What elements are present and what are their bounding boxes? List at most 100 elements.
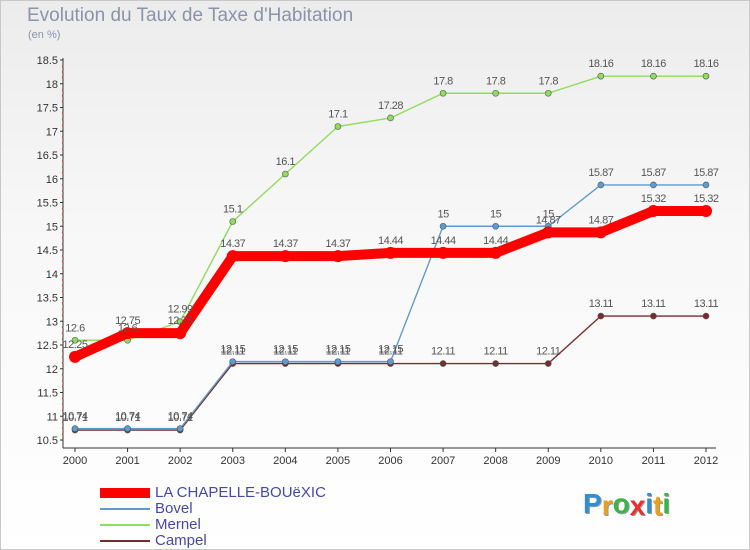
y-minor-tick	[62, 94, 64, 97]
y-tick-label: 12.5	[37, 340, 58, 352]
y-minor-tick	[62, 314, 64, 317]
data-point	[226, 250, 239, 263]
y-minor-tick	[62, 71, 64, 73]
data-label: 15.1	[223, 204, 243, 216]
y-tick-label: 14	[46, 269, 58, 281]
y-tick-label: 11	[47, 411, 58, 423]
legend-label: Bovel	[155, 500, 193, 517]
data-point	[334, 123, 342, 130]
y-minor-tick	[62, 160, 64, 162]
data-label: 15	[543, 208, 555, 220]
y-minor-tick	[62, 356, 64, 358]
data-point	[594, 226, 607, 239]
y-minor-tick	[62, 243, 64, 245]
data-label: 10.71	[62, 412, 87, 424]
data-label: 12.99	[168, 304, 193, 316]
data-point	[489, 246, 502, 259]
data-label: 12.75	[115, 315, 140, 327]
y-minor-tick	[62, 261, 64, 263]
y-minor-tick	[62, 403, 64, 406]
y-minor-tick	[62, 332, 64, 334]
y-minor-tick	[62, 207, 64, 210]
data-label: 12.11	[484, 346, 509, 358]
x-tick-label: 2012	[694, 455, 718, 467]
y-tick-label: 15.5	[37, 198, 58, 210]
y-tick-label: 16.5	[37, 150, 58, 162]
data-point	[71, 336, 79, 344]
data-label: 14.44	[483, 235, 508, 247]
y-tick-label: 18.5	[37, 55, 58, 67]
legend-swatch	[100, 524, 150, 526]
data-point	[492, 360, 499, 367]
data-label: 13.11	[694, 298, 719, 310]
data-point	[279, 250, 292, 263]
data-label: 12.25	[62, 339, 87, 351]
y-minor-tick	[62, 373, 64, 376]
data-point	[702, 312, 710, 320]
data-point	[597, 72, 605, 80]
data-point	[387, 114, 394, 122]
logo-letter: x	[629, 490, 646, 521]
x-tick-label: 2011	[642, 455, 666, 467]
data-label: 15	[490, 208, 502, 220]
y-minor-tick	[62, 136, 64, 138]
y-tick-label: 17.5	[37, 103, 58, 115]
y-minor-tick	[62, 118, 64, 121]
y-minor-tick	[62, 195, 64, 198]
y-tick-label: 13	[46, 316, 58, 328]
data-label: 17.8	[433, 75, 453, 87]
y-minor-tick	[62, 427, 64, 429]
data-label: 15.87	[588, 167, 613, 179]
data-label: 12.6	[65, 322, 85, 334]
data-label: 17.1	[328, 109, 348, 121]
y-minor-tick	[62, 379, 64, 382]
x-tick-label: 2010	[589, 455, 613, 467]
data-point	[439, 222, 447, 230]
data-point	[544, 89, 552, 97]
chart-title: Evolution du Taux de Taxe d'Habitation	[27, 5, 354, 26]
y-minor-tick	[62, 237, 64, 239]
data-label: 10.71	[115, 412, 140, 424]
y-minor-tick	[62, 409, 64, 412]
data-label: 13.11	[641, 298, 666, 310]
y-minor-tick	[62, 284, 64, 287]
data-label: 12.15	[378, 344, 403, 356]
data-point	[282, 358, 289, 365]
data-point	[69, 350, 81, 363]
data-point	[176, 425, 184, 432]
data-label: 12.11	[431, 346, 456, 358]
data-label: 12.11	[378, 346, 403, 358]
legend-label: LA CHAPELLE-BOUëXIC	[155, 484, 326, 501]
data-label: 14.37	[325, 238, 350, 250]
logo-letter: r	[601, 490, 613, 521]
data-point	[702, 72, 710, 80]
y-tick-label: 13.5	[37, 293, 58, 305]
data-label: 14.87	[588, 214, 613, 226]
logo-letter: i	[662, 488, 671, 519]
legend-swatch	[100, 508, 150, 510]
y-minor-tick	[62, 362, 64, 364]
y-minor-tick	[62, 65, 64, 67]
data-point	[650, 181, 657, 189]
y-tick-label: 11.5	[37, 388, 58, 400]
data-label: 14.44	[378, 235, 403, 247]
data-point	[229, 358, 237, 365]
data-label: 14.87	[536, 214, 561, 226]
data-label: 18.16	[588, 58, 613, 70]
data-point	[387, 358, 394, 365]
y-minor-tick	[62, 88, 64, 91]
y-minor-tick	[62, 308, 64, 311]
data-point	[542, 226, 555, 239]
data-label: 12.15	[273, 344, 298, 356]
y-minor-tick	[62, 100, 64, 103]
logo-letter: o	[612, 488, 630, 519]
x-tick-label: 2007	[431, 455, 455, 467]
legend-label: Mernel	[155, 516, 201, 533]
y-tick-label: 14.5	[37, 245, 58, 257]
y-minor-tick	[62, 278, 64, 281]
x-tick-label: 2009	[536, 455, 560, 467]
data-point	[700, 205, 712, 218]
y-minor-tick	[62, 385, 64, 388]
data-label: 14.37	[220, 238, 245, 250]
